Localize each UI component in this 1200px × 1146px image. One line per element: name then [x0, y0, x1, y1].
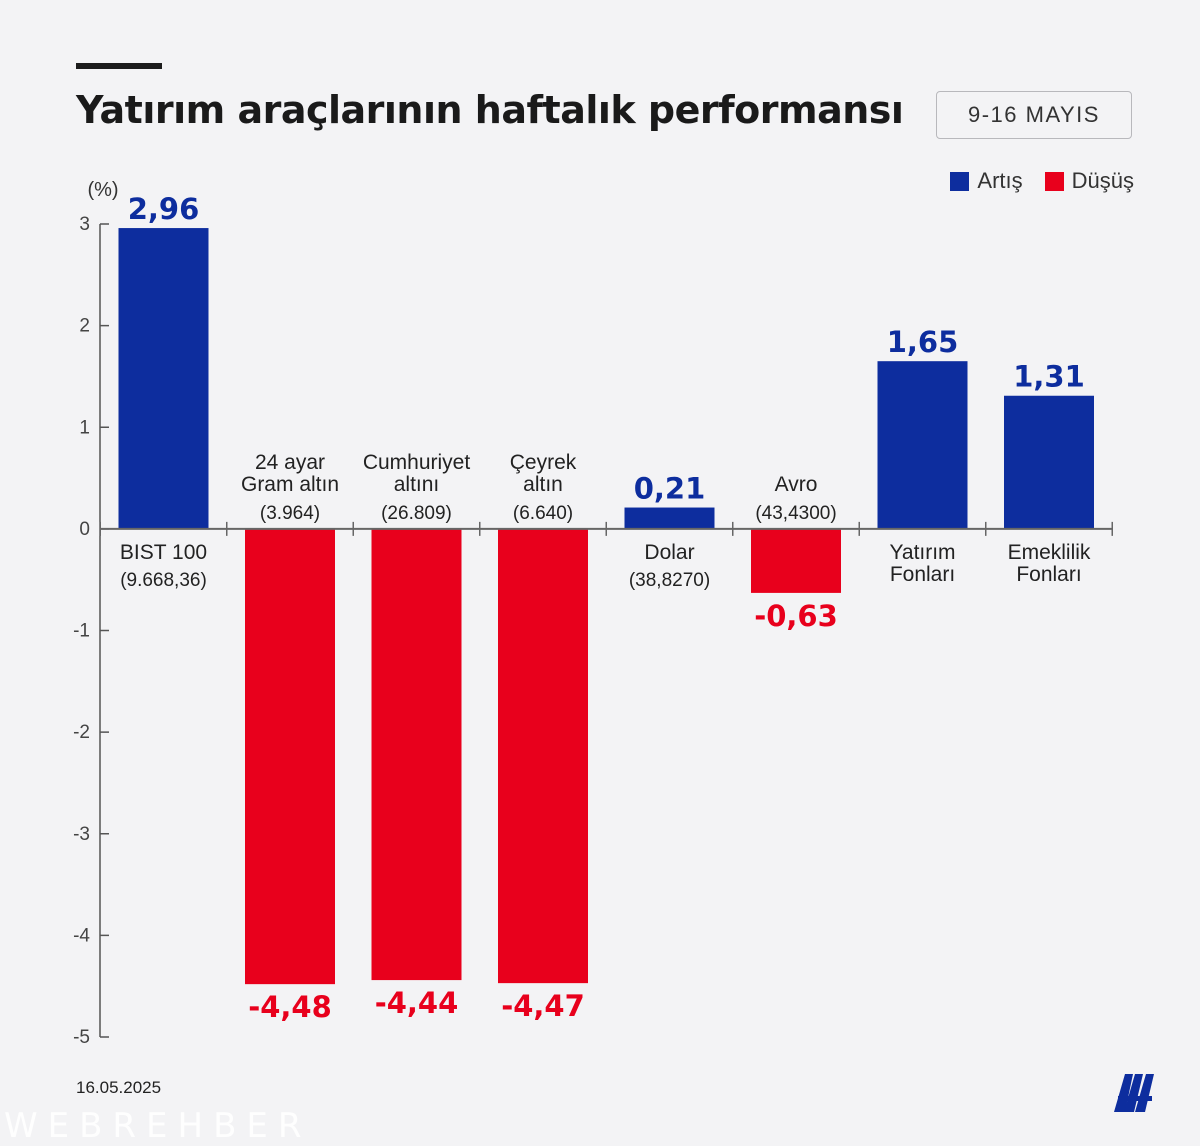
category-price-label: (9.668,36) [120, 570, 207, 591]
category-label: Cumhuriyet [363, 451, 471, 474]
bar [498, 528, 588, 984]
y-tick-label: -5 [73, 1027, 90, 1048]
category-price-label: (38,8270) [629, 570, 710, 591]
bar [245, 528, 335, 985]
bar [1004, 395, 1094, 529]
legend-swatch-increase [950, 171, 970, 191]
y-tick-label: -1 [73, 621, 90, 642]
top-rule [76, 63, 162, 69]
bar-value-label: 2,96 [128, 192, 200, 226]
bar-value-label: -4,48 [248, 990, 332, 1024]
bar-value-label: -4,47 [501, 989, 585, 1023]
bar-value-label: -0,63 [754, 599, 838, 633]
y-axis-unit-label: (%) [87, 179, 118, 201]
publish-date: 16.05.2025 [76, 1078, 162, 1097]
category-price-label: (26.809) [381, 503, 452, 524]
category-price-label: (43,4300) [755, 503, 836, 524]
bar-value-label: 0,21 [634, 472, 706, 506]
category-label: Gram altın [241, 473, 339, 496]
category-label: BIST 100 [120, 541, 207, 564]
y-tick-label: -4 [73, 925, 90, 946]
bar [624, 507, 715, 529]
chart-title: Yatırım araçlarının haftalık performansı [76, 88, 904, 132]
category-label: Fonları [890, 563, 955, 586]
bar-value-label: -4,44 [375, 986, 459, 1020]
category-price-label: (6.640) [513, 503, 573, 524]
bar-value-label: 1,31 [1013, 360, 1085, 394]
bar-value-label: 1,65 [887, 325, 959, 359]
watermark: WEBREHBER [4, 1106, 312, 1146]
legend: Artış Düşüş [950, 168, 1134, 194]
category-label: Dolar [644, 541, 694, 564]
date-range-badge: 9-16 MAYIS [936, 91, 1132, 139]
category-label: 24 ayar [255, 451, 325, 474]
category-label: altını [394, 473, 440, 496]
category-label: Yatırım [889, 541, 955, 564]
legend-item-increase: Artış [950, 168, 1023, 194]
y-tick-label: 0 [79, 519, 90, 540]
category-label: Avro [775, 473, 818, 496]
category-label: Emeklilik [1008, 541, 1091, 564]
category-price-label: (3.964) [260, 503, 320, 524]
y-tick-label: 3 [79, 214, 90, 235]
legend-item-decrease: Düşüş [1044, 168, 1134, 194]
bar [371, 528, 462, 981]
bar [118, 228, 209, 529]
category-label: altın [523, 473, 563, 496]
category-label: Fonları [1016, 563, 1081, 586]
y-tick-label: -3 [73, 824, 90, 845]
bar [877, 361, 968, 529]
y-tick-label: -2 [73, 722, 90, 743]
bar [751, 528, 841, 593]
legend-swatch-decrease [1044, 171, 1064, 191]
y-tick-label: 1 [79, 417, 90, 438]
legend-label-increase: Artış [977, 168, 1023, 193]
category-label: Çeyrek [510, 451, 577, 474]
aa-logo-icon [1114, 1074, 1154, 1112]
legend-label-decrease: Düşüş [1071, 168, 1134, 193]
y-tick-label: 2 [79, 316, 90, 337]
